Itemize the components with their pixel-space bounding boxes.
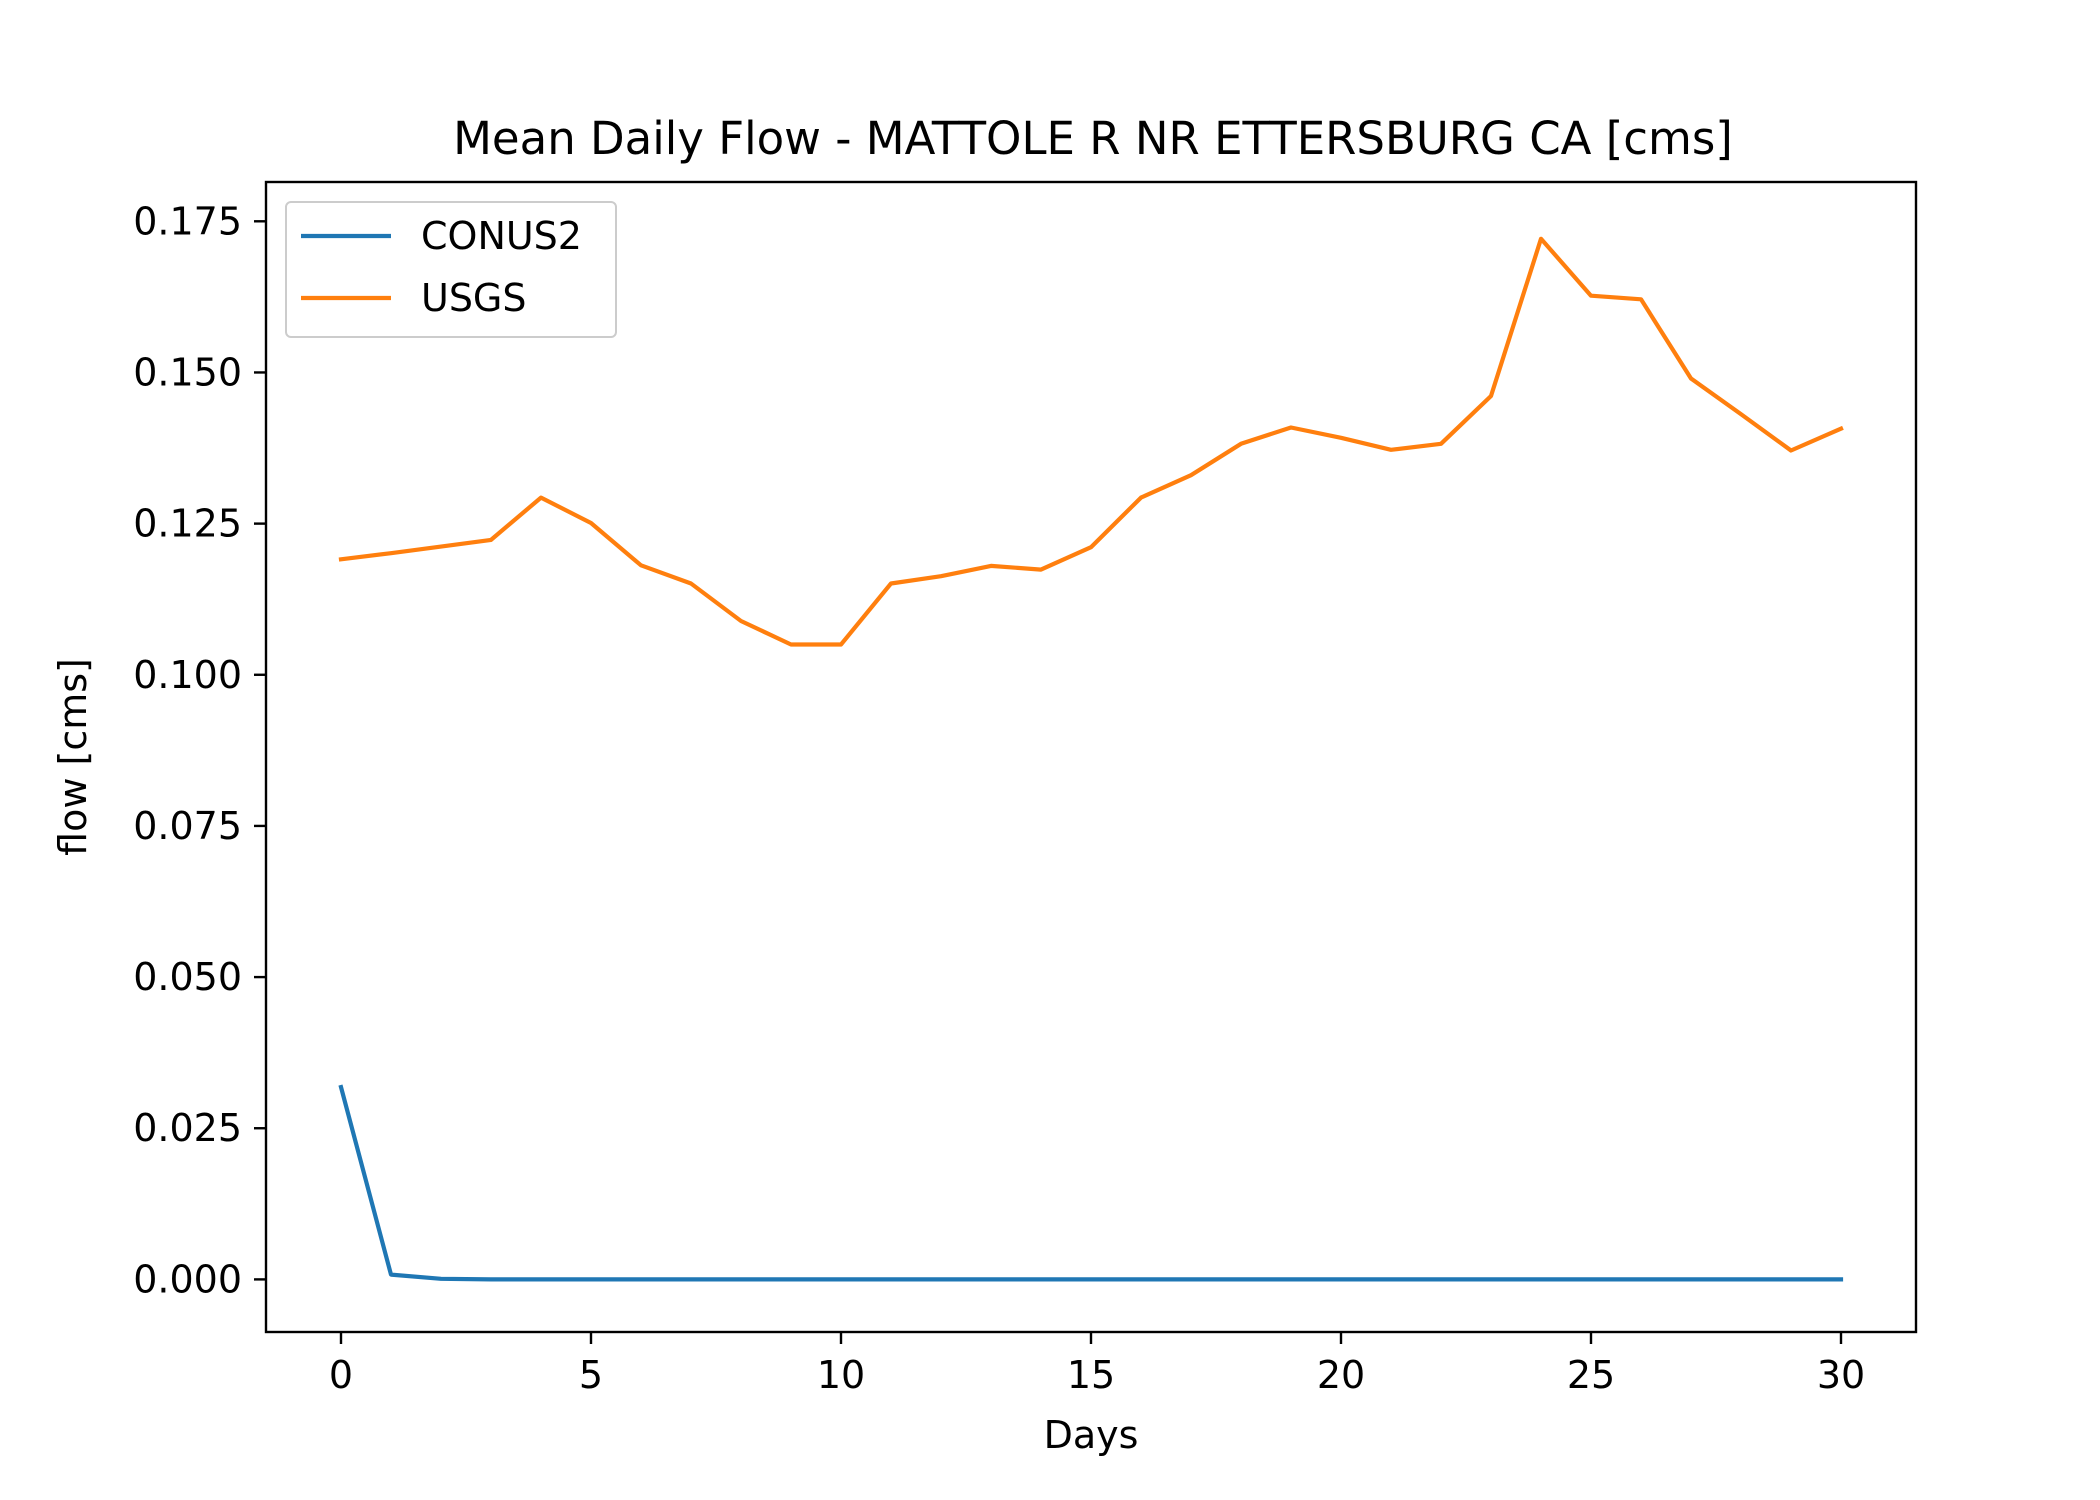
y-tick-label: 0.125 bbox=[133, 502, 242, 546]
x-tick-label: 15 bbox=[1067, 1353, 1115, 1397]
legend: CONUS2 USGS bbox=[285, 201, 617, 338]
x-tick-label: 5 bbox=[579, 1353, 603, 1397]
series-layer bbox=[338, 236, 1844, 1282]
legend-label-conus2: CONUS2 bbox=[421, 214, 582, 258]
y-tick-label: 0.075 bbox=[133, 804, 242, 848]
y-tick-label: 0.100 bbox=[133, 653, 242, 697]
y-tick-label: 0.000 bbox=[133, 1257, 242, 1301]
x-tick-label: 10 bbox=[817, 1353, 865, 1397]
x-tick-label: 20 bbox=[1317, 1353, 1365, 1397]
x-axis-label: Days bbox=[1044, 1413, 1139, 1457]
y-axis: 0.000 0.025 0.050 0.075 0.100 0.125 0.150 0.175 bbox=[133, 199, 266, 1301]
plot-area-frame bbox=[264, 180, 1918, 1334]
series-line-usgs bbox=[338, 236, 1844, 647]
y-tick-label: 0.175 bbox=[133, 199, 242, 243]
y-tick-label: 0.150 bbox=[133, 350, 242, 394]
x-tick-label: 25 bbox=[1567, 1353, 1615, 1397]
x-tick-label: 0 bbox=[329, 1353, 353, 1397]
series-line-conus2 bbox=[338, 1084, 1844, 1282]
y-tick-label: 0.025 bbox=[133, 1106, 242, 1150]
chart-title: Mean Daily Flow - MATTOLE R NR ETTERSBUR… bbox=[453, 112, 1733, 165]
legend-label-usgs: USGS bbox=[421, 276, 527, 320]
y-tick-label: 0.050 bbox=[133, 955, 242, 999]
x-axis: 0 5 10 15 20 25 30 bbox=[329, 1332, 1865, 1397]
x-tick-label: 30 bbox=[1817, 1353, 1865, 1397]
y-axis-label: flow [cms] bbox=[51, 658, 95, 856]
